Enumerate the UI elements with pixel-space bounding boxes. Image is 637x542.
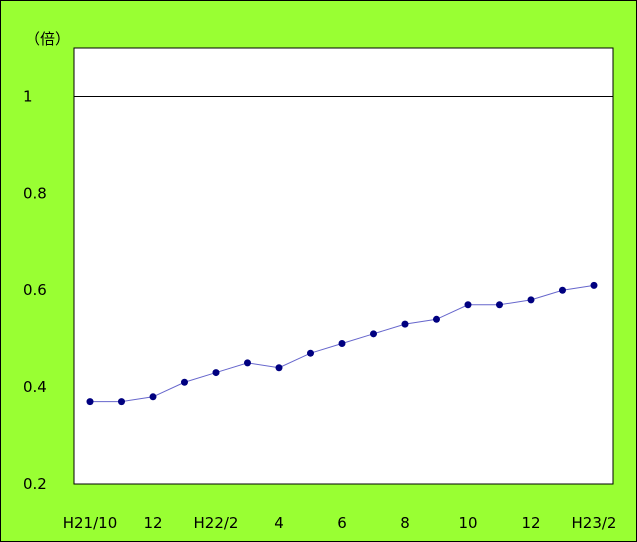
data-point xyxy=(244,359,251,367)
x-tick-label: 8 xyxy=(400,514,410,532)
x-tick-label: 10 xyxy=(458,514,477,532)
y-tick-label: 0.4 xyxy=(23,378,47,396)
data-point xyxy=(307,349,314,357)
data-point xyxy=(181,378,188,386)
y-tick-label: 1 xyxy=(23,87,33,105)
data-point xyxy=(527,296,535,304)
data-point xyxy=(590,281,598,289)
y-axis-unit-label: （倍） xyxy=(25,30,70,48)
x-tick-label: H23/2 xyxy=(572,514,617,532)
data-point xyxy=(464,301,472,309)
data-point xyxy=(212,369,220,377)
data-point xyxy=(496,301,503,309)
x-tick-label: 4 xyxy=(274,514,284,532)
data-point xyxy=(338,340,346,348)
y-tick-label: 0.8 xyxy=(23,184,47,202)
x-tick-label: 6 xyxy=(337,514,347,532)
x-tick-label: H21/10 xyxy=(63,514,118,532)
data-point xyxy=(559,286,566,294)
plot-area xyxy=(73,47,614,485)
y-tick-label: 0.2 xyxy=(23,475,47,493)
data-point xyxy=(370,330,377,338)
data-point xyxy=(118,398,125,406)
x-tick-label: 12 xyxy=(521,514,540,532)
data-point xyxy=(401,320,409,328)
data-point xyxy=(275,364,283,372)
data-point xyxy=(86,398,94,406)
data-point xyxy=(433,315,440,323)
x-tick-label: H22/2 xyxy=(194,514,239,532)
data-point xyxy=(149,393,157,401)
x-tick-label: 12 xyxy=(143,514,162,532)
y-tick-label: 0.6 xyxy=(23,281,47,299)
